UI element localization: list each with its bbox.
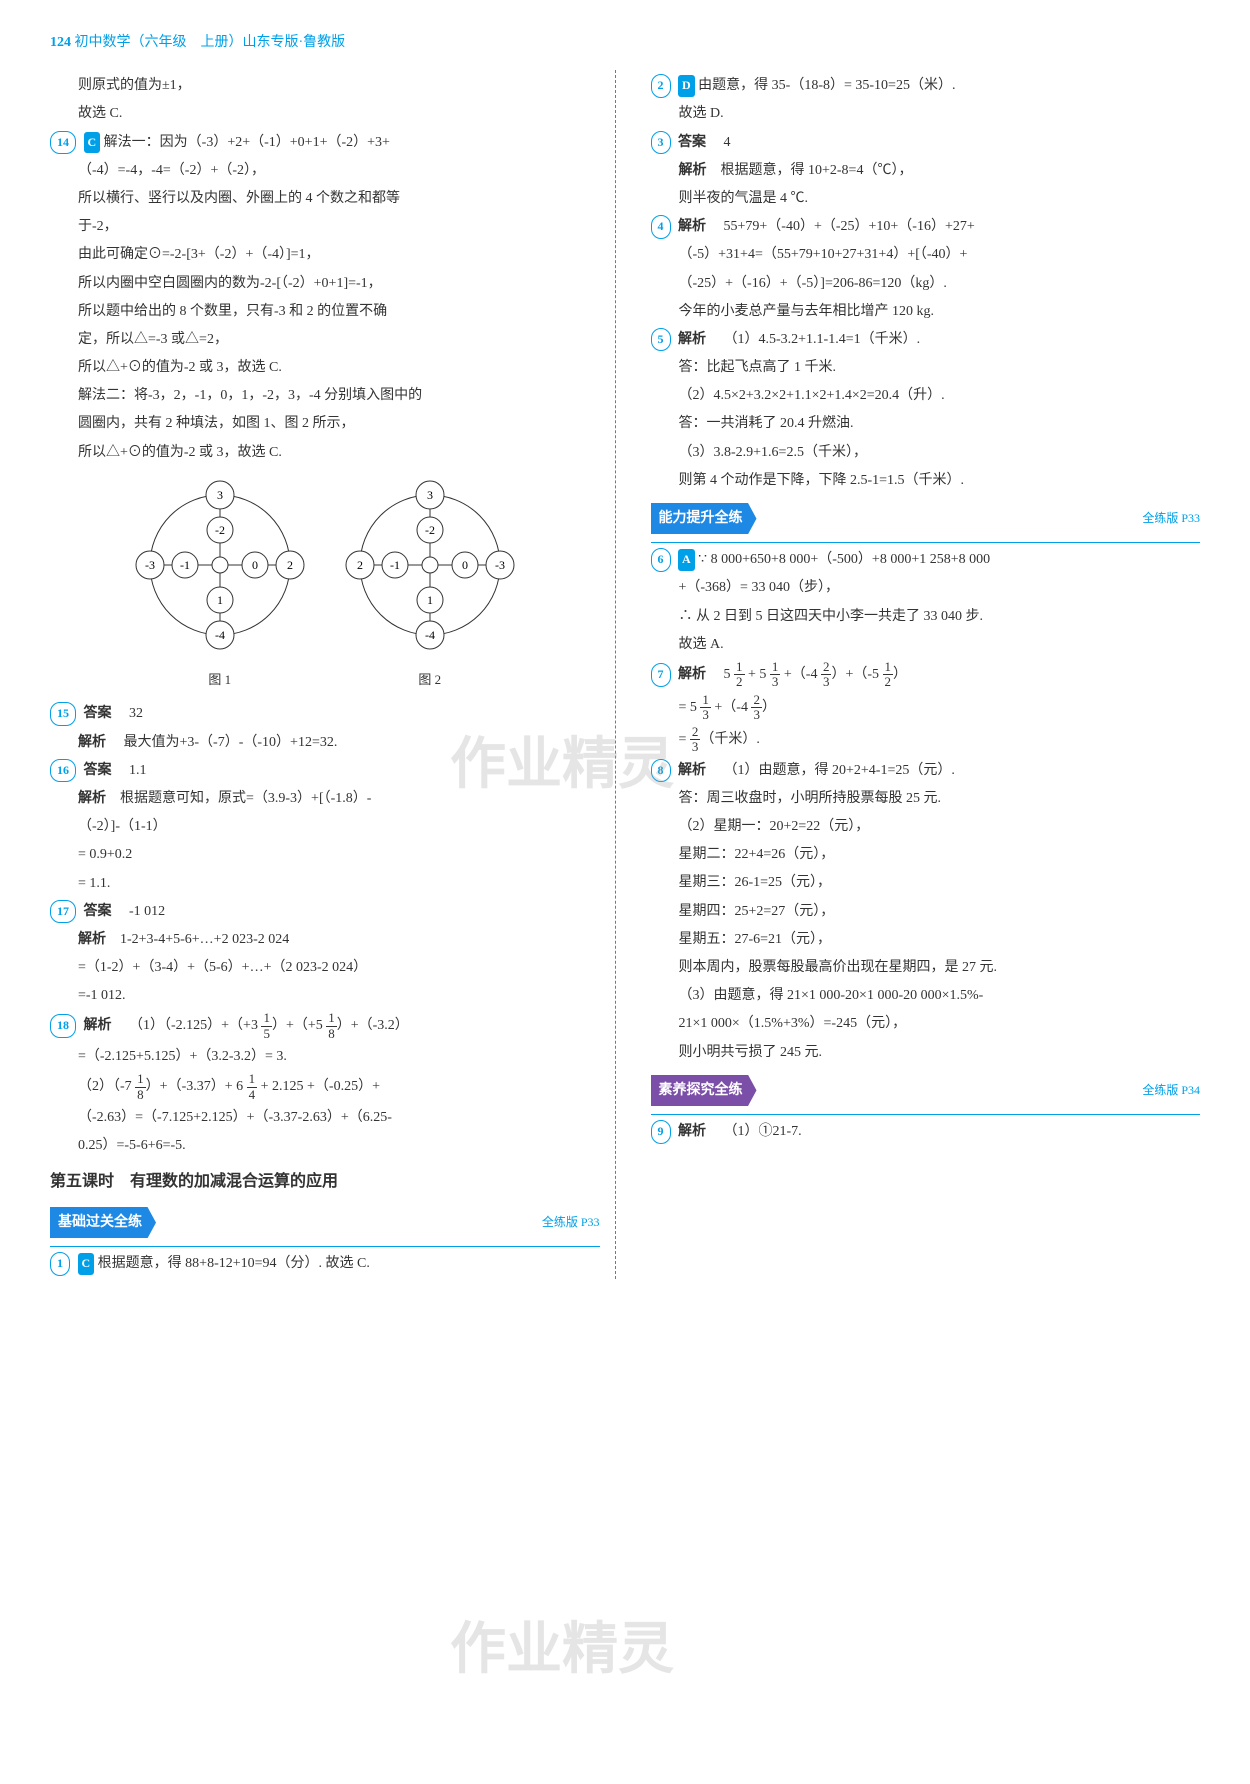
page-number: 124 [50,35,71,50]
banner-ability: 能力提升全练 全练版 P33 [651,503,1201,534]
banner-explore-label: 素养探究全练 [651,1075,757,1106]
q2: 2 D 由题意，得 35-（18-8）= 35-10=25（米）. [651,73,1201,98]
text-line: 所以△+⊙的值为-2 或 3，故选 C. [50,355,600,380]
svg-text:-4: -4 [425,628,435,642]
left-column: 则原式的值为±1， 故选 C. 14 C 解法一：因为（-3）+2+（-1）+0… [50,70,616,1279]
divider [50,1246,600,1247]
text-line: 所以题中给出的 8 个数里，只有-3 和 2 的位置不确 [50,299,600,324]
q18: 18 解析 （1）（-2.125）+（+3 15）+（+5 18）+（-3.2） [50,1011,600,1041]
answer-letter: C [84,132,101,154]
q9: 9 解析 （1）①21-7. [651,1119,1201,1144]
q6: 6 A ∵ 8 000+650+8 000+（-500）+8 000+1 258… [651,547,1201,572]
diagram-1-label: 图 1 [130,668,310,691]
text-line: 所以内圈中空白圆圈内的数为-2-[（-2）+0+1]=-1， [50,271,600,296]
question-number: 15 [50,702,76,726]
q7: 7 解析 5 12 + 5 13 +（-4 23）+（-5 12） [651,660,1201,690]
answer: 32 [129,706,143,721]
text-line: 圆圈内，共有 2 种填法，如图 1、图 2 所示， [50,411,600,436]
page-header: 124 初中数学（六年级 上册）山东专版·鲁教版 [50,30,1200,55]
svg-text:1: 1 [217,593,223,607]
q16: 16 答案 1.1 [50,758,600,783]
svg-text:0: 0 [462,558,468,572]
q1: 1 C 根据题意，得 88+8-12+10=94（分）. 故选 C. [50,1251,600,1276]
section-5-title: 第五课时 有理数的加减混合运算的应用 [50,1168,600,1197]
text-line: 则原式的值为±1， [50,73,600,98]
answer-label: 答案 [84,706,112,721]
q15: 15 答案 32 [50,701,600,726]
text-line: （-4）=-4，-4=（-2）+（-2）， [50,158,600,183]
svg-text:-3: -3 [495,558,505,572]
diagram-2: 3 2 -3 -4 -2 -1 0 1 图 2 [340,475,520,692]
watermark-2: 作业精灵 [450,1600,674,1701]
svg-text:-4: -4 [215,628,225,642]
text-line: 所以△+⊙的值为-2 或 3，故选 C. [50,440,600,465]
question-number: 16 [50,759,76,783]
text-line: 解法二：将-3，2，-1，0，1，-2，3，-4 分别填入图中的 [50,383,600,408]
q4: 4 解析 55+79+（-40）+（-25）+10+（-16）+27+ [651,214,1201,239]
text-line: 所以横行、竖行以及内圈、外圈上的 4 个数之和都等 [50,186,600,211]
svg-text:0: 0 [252,558,258,572]
right-column: 2 D 由题意，得 35-（18-8）= 35-10=25（米）. 故选 D. … [636,70,1201,1279]
banner-explore-ref: 全练版 P34 [1142,1080,1200,1102]
page-title: 初中数学（六年级 上册）山东专版·鲁教版 [75,35,346,50]
text: 解法一：因为（-3）+2+（-1）+0+1+（-2）+3+ [104,135,390,150]
q8: 8 解析 （1）由题意，得 20+2+4-1=25（元）. [651,758,1201,783]
text-line: 故选 C. [50,101,600,126]
svg-text:-2: -2 [215,523,225,537]
page-container: 作业精灵 作业精灵 124 初中数学（六年级 上册）山东专版·鲁教版 则原式的值… [50,30,1200,1279]
banner-basic-label: 基础过关全练 [50,1207,156,1238]
diagram-2-svg: 3 2 -3 -4 -2 -1 0 1 [340,475,520,655]
q15-jiexi: 解析 最大值为+3-（-7）-（-10）+12=32. [50,730,600,755]
svg-text:2: 2 [287,558,293,572]
text-line: 定，所以△=-3 或△=2， [50,327,600,352]
diagram-2-label: 图 2 [340,668,520,691]
svg-text:1: 1 [427,593,433,607]
diagrams-container: 3 -3 2 -4 -2 -1 0 1 图 1 3 2 -3 -4 [50,475,600,692]
banner-basic: 基础过关全练 全练版 P33 [50,1207,600,1238]
svg-text:-1: -1 [180,558,190,572]
q5: 5 解析 （1）4.5-3.2+1.1-1.4=1（千米）. [651,327,1201,352]
svg-text:3: 3 [427,488,433,502]
diagram-1: 3 -3 2 -4 -2 -1 0 1 图 1 [130,475,310,692]
svg-text:-2: -2 [425,523,435,537]
svg-text:-3: -3 [145,558,155,572]
q17: 17 答案 -1 012 [50,899,600,924]
banner-ability-ref: 全练版 P33 [1142,508,1200,530]
question-number: 14 [50,131,76,155]
svg-text:3: 3 [217,488,223,502]
svg-text:-1: -1 [390,558,400,572]
diagram-1-svg: 3 -3 2 -4 -2 -1 0 1 [130,475,310,655]
svg-text:2: 2 [357,558,363,572]
banner-ability-label: 能力提升全练 [651,503,757,534]
two-columns: 则原式的值为±1， 故选 C. 14 C 解法一：因为（-3）+2+（-1）+0… [50,70,1200,1279]
q3: 3 答案 4 [651,130,1201,155]
divider [651,542,1201,543]
banner-explore: 素养探究全练 全练版 P34 [651,1075,1201,1106]
text-line: 于-2， [50,214,600,239]
divider [651,1114,1201,1115]
text-line: 由此可确定⊙=-2-[3+（-2）+（-4）]=1， [50,242,600,267]
banner-basic-ref: 全练版 P33 [542,1212,600,1234]
q14-head: 14 C 解法一：因为（-3）+2+（-1）+0+1+（-2）+3+ [50,130,600,155]
